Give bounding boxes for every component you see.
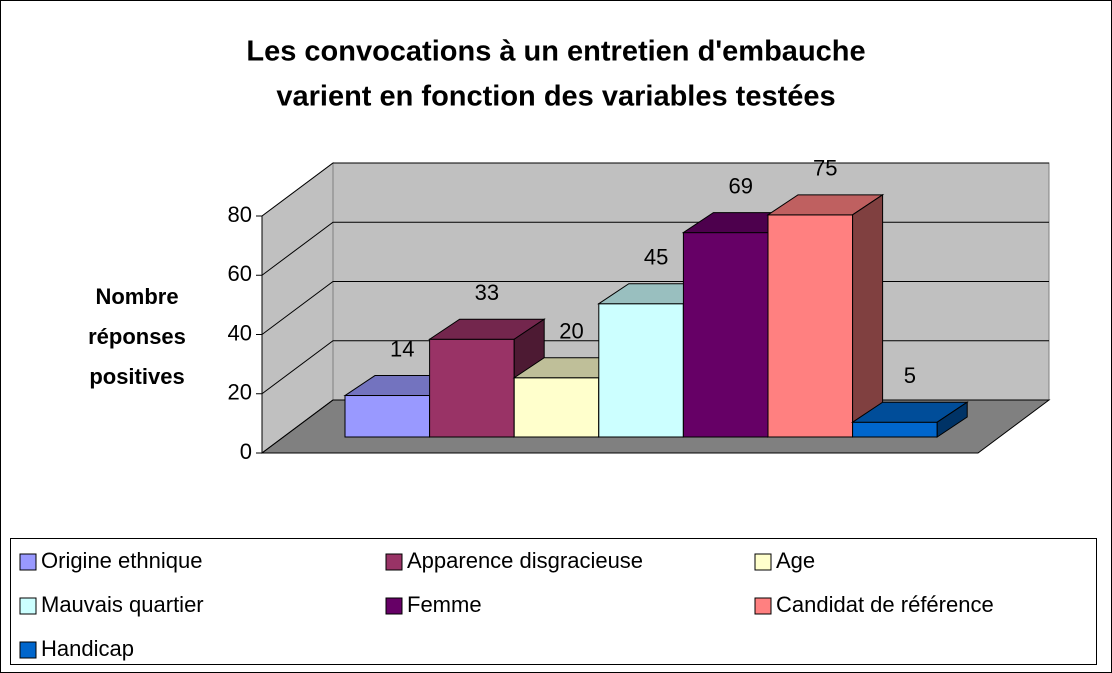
bar-front: [852, 421, 938, 438]
bar-front: [429, 338, 515, 438]
y-axis-label: réponses: [88, 324, 186, 349]
legend-label: Origine ethnique: [41, 548, 202, 573]
legend-swatch: [19, 553, 37, 571]
y-tick-label: 40: [228, 320, 252, 345]
bar-front: [682, 232, 769, 438]
legend-label: Age: [776, 548, 815, 573]
data-label: 14: [390, 336, 414, 361]
legend-swatch: [19, 641, 37, 659]
data-label: 33: [475, 280, 499, 305]
legend-box: [10, 538, 1097, 665]
y-tick-label: 20: [228, 380, 252, 405]
bar-front: [344, 395, 431, 438]
legend-swatch: [385, 553, 403, 571]
y-axis-label: positives: [89, 364, 184, 389]
legend-swatch: [754, 597, 772, 615]
legend-swatch: [19, 597, 37, 615]
y-tick-label: 0: [240, 439, 252, 464]
chart-title: varient en fonction des variables testée…: [276, 81, 835, 113]
data-label: 20: [559, 319, 583, 344]
legend-label: Handicap: [41, 636, 134, 661]
data-label: 45: [644, 245, 668, 270]
legend-label: Apparence disgracieuse: [407, 548, 643, 573]
chart-title: Les convocations à un entretien d'embauc…: [246, 36, 865, 68]
y-axis-label: Nombre: [95, 284, 178, 309]
data-label: 75: [813, 156, 837, 181]
grid-line: [261, 162, 1049, 217]
bar-front: [767, 214, 854, 438]
legend-label: Candidat de référence: [776, 592, 994, 617]
data-label: 5: [904, 363, 916, 388]
bar-side: [936, 401, 968, 438]
data-label: 69: [728, 173, 752, 198]
y-tick-label: 60: [228, 261, 252, 286]
legend-label: Femme: [407, 592, 482, 617]
bar-side: [852, 193, 884, 438]
bar-front: [513, 377, 600, 438]
legend-label: Mauvais quartier: [41, 592, 204, 617]
y-tick-label: 80: [228, 202, 252, 227]
legend-swatch: [754, 553, 772, 571]
bar-front: [598, 303, 684, 438]
legend-swatch: [385, 597, 403, 615]
